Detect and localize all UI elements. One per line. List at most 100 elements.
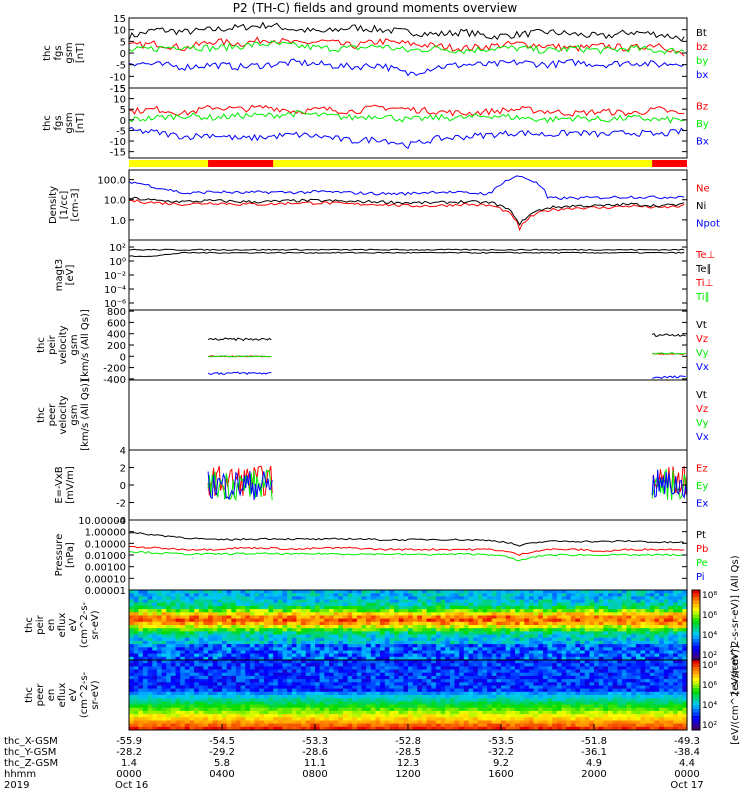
ytick-label: 0 xyxy=(120,116,126,127)
series-line-Bx xyxy=(128,126,685,150)
ytick-label: 10 xyxy=(113,95,126,106)
legend-Vt: Vt xyxy=(696,390,707,401)
series-line-Npot xyxy=(128,175,685,200)
panel-frame-4 xyxy=(128,309,688,381)
y-axis-label: eflux xyxy=(57,683,68,708)
legend-Te∥: Te∥ xyxy=(695,264,712,275)
heatmap-cells-8 xyxy=(129,590,688,661)
xtick-label: 1.4 xyxy=(121,758,137,769)
series-line-Te xyxy=(128,251,685,258)
y-axis-label: eV xyxy=(68,688,79,701)
ytick-label: 5 xyxy=(120,105,126,116)
heatmap-cells-9 xyxy=(129,660,688,731)
y-axis-label: fgs xyxy=(53,45,64,60)
legend-Vx: Vx xyxy=(696,362,709,373)
series-line-Pb xyxy=(129,546,685,556)
panel-frame-5 xyxy=(128,379,688,451)
xtick-label: -53.5 xyxy=(488,736,514,747)
y-axis-label: thc xyxy=(42,115,53,131)
legend-Npot: Npot xyxy=(696,219,720,230)
ytick-label: -2 xyxy=(116,499,126,510)
colorbar-tick: 10⁶ xyxy=(702,681,717,691)
xtick-label: -32.2 xyxy=(488,747,514,758)
series-Vx-seg xyxy=(207,371,272,375)
xaxis-row-label: 2019 xyxy=(4,780,29,791)
colorbar-tick: 10² xyxy=(702,651,717,661)
efield-line xyxy=(207,469,273,502)
colorbar-tick: 10⁴ xyxy=(702,631,717,641)
y-axis-label: peir xyxy=(47,334,58,354)
legend-by: by xyxy=(696,56,708,67)
xtick-label: 0000 xyxy=(674,769,699,780)
series-line-Bz xyxy=(128,104,685,117)
y-axis-label: E=-VxB xyxy=(54,466,65,503)
mode-bar-red xyxy=(652,160,687,167)
mode-bar xyxy=(129,160,687,167)
y-axis-label: en xyxy=(46,619,57,632)
legend-Bx: Bx xyxy=(696,137,709,148)
ytick-label: 10² xyxy=(109,243,126,254)
series-line-Bt xyxy=(128,21,685,42)
colorbar-tick: 10² xyxy=(702,721,717,731)
legend-bz: bz xyxy=(696,42,708,53)
ytick-label: 400 xyxy=(107,330,126,341)
ytick-label: 15 xyxy=(113,14,126,25)
ytick-label: 15 xyxy=(113,84,126,95)
y-axis-label: gsm xyxy=(69,334,80,355)
series-Vt-seg xyxy=(207,337,272,342)
colorbar-9 xyxy=(692,660,700,731)
y-axis-label: velocity xyxy=(58,395,69,434)
xtick-label: -29.2 xyxy=(209,747,235,758)
y-axis-label: sr-eV) xyxy=(90,680,101,709)
y-axis-label: gsm xyxy=(69,404,80,425)
ytick-label: 100.0 xyxy=(97,176,126,187)
ytick-label: 10⁰ xyxy=(109,257,126,268)
xaxis-row-label: thc_Y-GSM xyxy=(4,747,56,758)
legend-Ni: Ni xyxy=(696,201,706,212)
xtick-label: 4.4 xyxy=(679,758,695,769)
efield-line xyxy=(207,465,273,496)
legend-Bt: Bt xyxy=(696,28,707,39)
legend-Pb: Pb xyxy=(696,544,708,555)
legend-Ez: Ez xyxy=(696,464,708,475)
ytick-label: -400 xyxy=(103,375,126,386)
colorbar-frame xyxy=(691,659,701,731)
ytick-label: 0 xyxy=(120,352,126,363)
mode-bar-red xyxy=(208,160,274,167)
colorbar-tick: 10⁸ xyxy=(702,591,717,601)
xtick-label: 9.2 xyxy=(493,758,509,769)
series-Vx-seg xyxy=(652,375,686,379)
y-axis-label: (cm^2-s- xyxy=(79,601,90,648)
legend-Vx: Vx xyxy=(696,432,709,443)
ytick-label: 0.01000 xyxy=(85,551,126,562)
series-line-Ti xyxy=(128,248,685,251)
legend-Pe: Pe xyxy=(696,558,708,569)
y-axis-label: [1/cc] xyxy=(59,191,70,220)
y-axis-label: gsm xyxy=(64,42,75,63)
xtick-label: 1600 xyxy=(488,769,513,780)
series-line-bx xyxy=(128,58,685,77)
xtick-label: -52.8 xyxy=(395,736,421,747)
y-axis-label: en xyxy=(46,689,57,702)
y-axis-label: eV xyxy=(68,618,79,631)
y-axis-label: [cm-3] xyxy=(70,188,81,221)
xtick-label: 0400 xyxy=(209,769,234,780)
ytick-label: 10⁻⁴ xyxy=(104,285,126,296)
xtick-label: -28.5 xyxy=(395,747,421,758)
xtick-label: 1200 xyxy=(395,769,420,780)
y-axis-label: thc xyxy=(24,617,35,633)
page-title: P2 (TH-C) fields and ground moments over… xyxy=(232,1,518,15)
legend-Vt: Vt xyxy=(696,320,707,331)
y-axis-label: peer xyxy=(35,683,46,707)
series-line-Pt xyxy=(128,532,685,547)
ytick-label: 10.00000 xyxy=(78,516,126,527)
xtick-label: -53.3 xyxy=(302,736,328,747)
legend-Vz: Vz xyxy=(696,404,708,415)
ytick-label: -4 xyxy=(116,516,126,527)
y-axis-label: peer xyxy=(47,403,58,427)
ytick-label: 10 xyxy=(113,26,126,37)
xtick-label: Oct 17 xyxy=(670,780,703,791)
xaxis-row-label: thc_X-GSM xyxy=(4,736,58,747)
xtick-label: -36.1 xyxy=(581,747,607,758)
colorbar-8 xyxy=(692,590,700,661)
